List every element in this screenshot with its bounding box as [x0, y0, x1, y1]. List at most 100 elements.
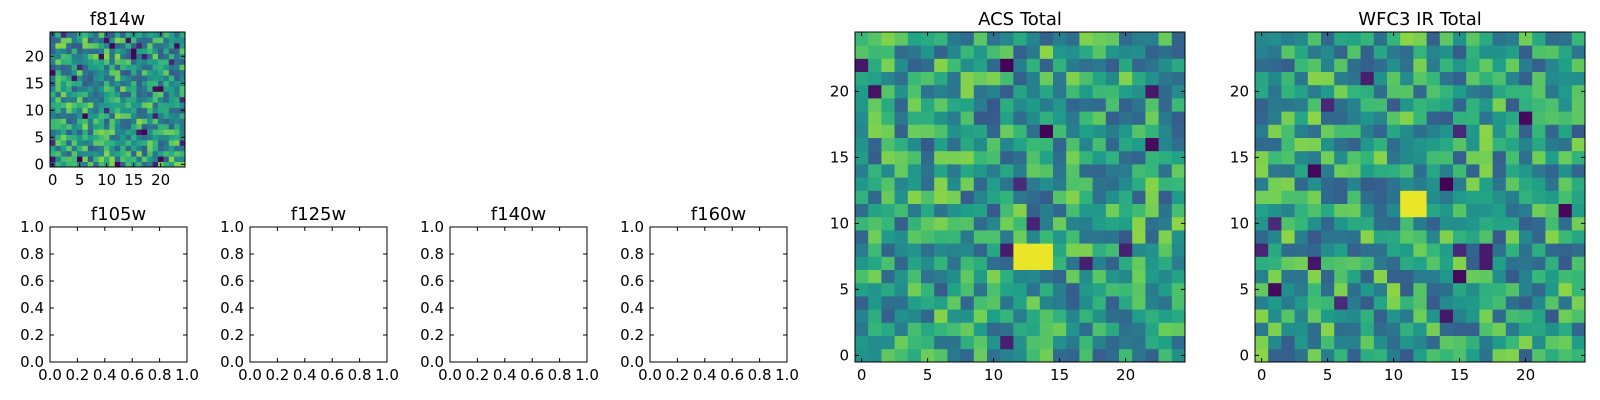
wfc3-ir-total-cell — [1439, 71, 1454, 86]
f814w-cell — [125, 86, 132, 92]
acs-total-cell — [907, 190, 922, 204]
wfc3-ir-total-cell — [1268, 216, 1282, 231]
wfc3-ir-total-cell — [1360, 322, 1375, 336]
wfc3-ir-total-cell — [1294, 230, 1309, 244]
wfc3-ir-total-cell — [1255, 98, 1269, 112]
f814w-cell — [114, 75, 121, 81]
f814w-cell — [55, 42, 62, 49]
f814w-cell — [152, 150, 159, 157]
acs-total-cell — [947, 296, 961, 310]
acs-total-cell — [987, 269, 1001, 284]
f814w-cell — [98, 86, 105, 92]
f814w-cell — [66, 102, 72, 108]
acs-total-cell — [1053, 190, 1067, 204]
acs-total-cell — [1158, 322, 1173, 336]
acs-total-cell — [881, 45, 895, 59]
f814w-cell — [55, 64, 62, 71]
f814w-cell — [66, 53, 72, 60]
acs-total-cell — [1119, 269, 1133, 284]
acs-total-cell — [987, 84, 1001, 99]
f814w-cell — [109, 59, 116, 65]
wfc3-ir-total-cell — [1479, 137, 1493, 152]
wfc3-ir-total-cell — [1532, 150, 1546, 165]
f814w-cell — [152, 80, 159, 87]
wfc3-ir-total-cell — [1505, 111, 1520, 125]
acs-total-cell — [960, 282, 975, 297]
f814w-cell — [141, 129, 148, 135]
wfc3-ir-total-cell — [1334, 71, 1348, 86]
acs-total-cell — [947, 137, 961, 152]
f814w-cell — [55, 37, 62, 44]
acs-total-cell — [1145, 243, 1159, 257]
f814w-cell — [179, 64, 186, 71]
acs-total-cell — [1066, 164, 1080, 178]
wfc3-ir-total-cell — [1505, 269, 1520, 284]
acs-total-cell — [1079, 296, 1093, 310]
wfc3-ir-total-cell — [1373, 203, 1388, 218]
acs-total-cell — [881, 58, 895, 72]
acs-total-cell — [973, 111, 988, 125]
acs-total-cell — [921, 111, 935, 125]
acs-total-cell — [1066, 137, 1080, 152]
wfc3-ir-total-cell — [1439, 230, 1454, 244]
wfc3-ir-total-cell — [1492, 269, 1507, 284]
wfc3-ir-total-cell — [1466, 269, 1480, 284]
acs-total-cell — [1026, 348, 1041, 363]
acs-total-cell — [1053, 348, 1067, 363]
acs-total-cell — [1119, 348, 1133, 363]
f814w-cell — [168, 129, 175, 135]
acs-total-cell — [921, 269, 935, 284]
wfc3-ir-total-cell — [1268, 309, 1282, 323]
acs-total-cell — [1171, 190, 1186, 204]
acs-total-cell — [1158, 296, 1173, 310]
f814w-cell — [104, 140, 110, 146]
acs-total-cell — [1158, 309, 1173, 323]
f814w-xtick-label: 0 — [48, 171, 58, 189]
f814w-cell — [158, 48, 164, 54]
f814w-cell — [179, 69, 186, 76]
f814w-cell — [174, 86, 180, 92]
f814w-cell — [131, 118, 137, 125]
f814w-cell — [152, 69, 159, 76]
f125w-ytick-label: 0.4 — [220, 299, 244, 317]
wfc3-ir-total-cell — [1387, 335, 1401, 350]
acs-total-cell — [934, 58, 948, 72]
wfc3-ir-total-cell — [1400, 84, 1414, 99]
acs-total-cell — [1092, 296, 1107, 310]
wfc3-ir-total-cell — [1492, 216, 1507, 231]
f814w-cell — [77, 64, 83, 71]
f814w-cell — [66, 113, 72, 119]
f814w-cell — [125, 123, 132, 130]
wfc3-ir-total-cell — [1571, 269, 1586, 284]
acs-total-cell — [987, 335, 1001, 350]
acs-total-cell — [1000, 71, 1014, 86]
f160w-ytick-label: 0.4 — [620, 299, 644, 317]
f814w-cell — [82, 53, 89, 60]
wfc3-ir-total-cell — [1373, 256, 1388, 270]
f814w-cell — [163, 102, 170, 108]
acs-total-cell — [894, 216, 909, 231]
wfc3-ir-total-cell — [1373, 335, 1388, 350]
acs-total-cell — [1000, 282, 1014, 297]
acs-total-cell — [1000, 58, 1014, 72]
acs-total-cell — [973, 58, 988, 72]
acs-total-cell — [1092, 58, 1107, 72]
acs-total-cell — [947, 58, 961, 72]
wfc3-ir-total-cell — [1439, 203, 1454, 218]
acs-total-cell — [1092, 164, 1107, 178]
acs-total-cell — [1026, 203, 1041, 218]
wfc3-ir-total-cell — [1532, 216, 1546, 231]
acs-total-cell — [1079, 269, 1093, 284]
wfc3-ir-total-cell — [1413, 84, 1427, 99]
f814w-cell — [87, 107, 94, 114]
f125w-axes-frame — [249, 226, 388, 363]
acs-total-cell — [1026, 243, 1041, 257]
f125w-ytick-label: 0.0 — [220, 353, 244, 371]
wfc3-ir-total-cell — [1321, 230, 1335, 244]
acs-total-cell — [868, 309, 882, 323]
acs-total-cell — [1132, 150, 1146, 165]
wfc3-ir-total-cell — [1307, 137, 1322, 152]
acs-total-cell — [1013, 164, 1027, 178]
acs-total-cell — [987, 177, 1001, 191]
wfc3-ir-total-cell — [1255, 177, 1269, 191]
